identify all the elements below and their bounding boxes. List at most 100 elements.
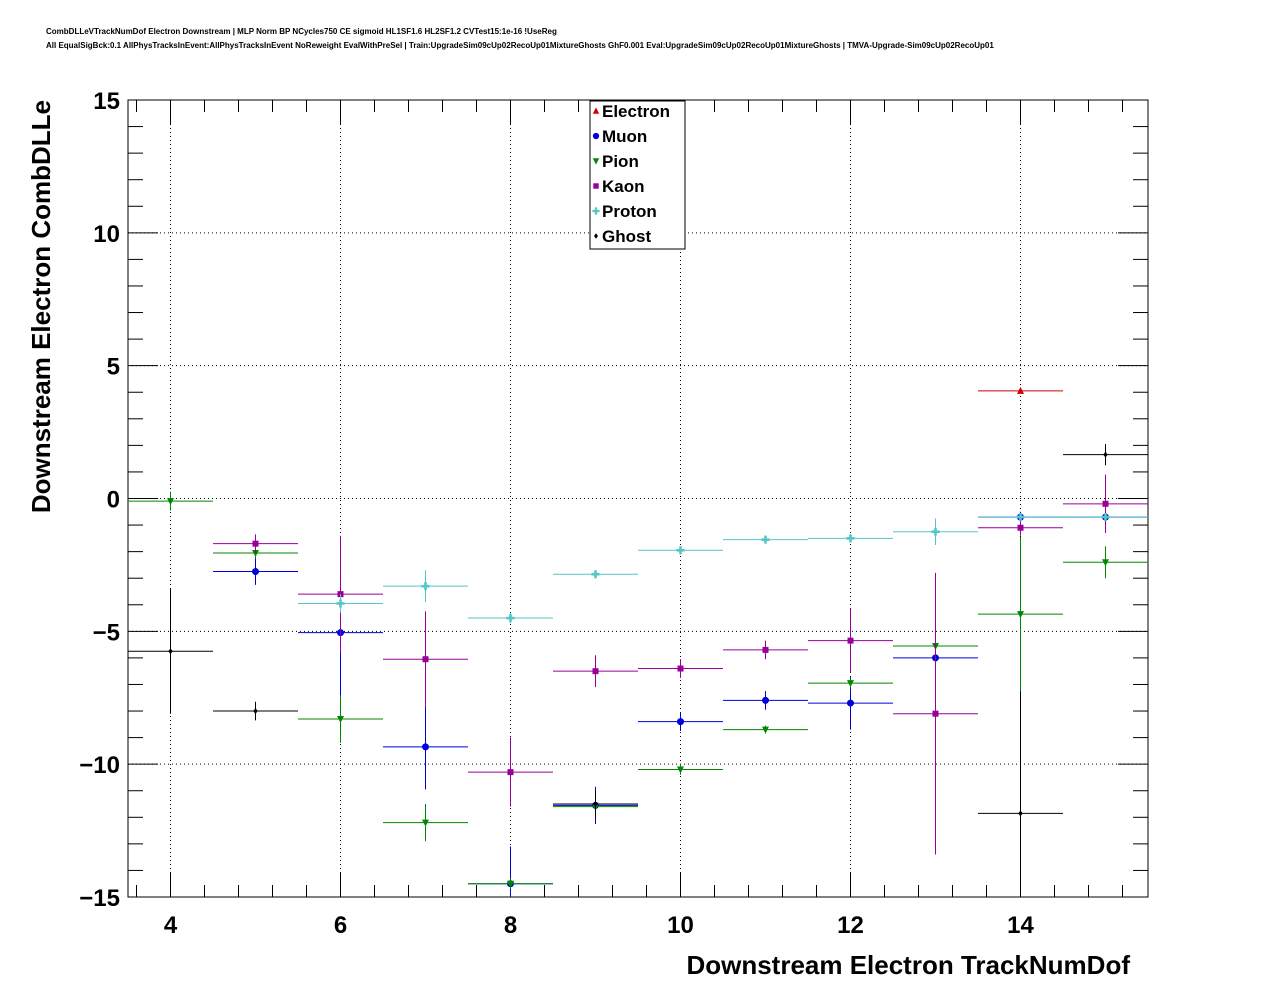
- legend-entry-muon: Muon: [592, 127, 647, 146]
- marker: [677, 766, 684, 774]
- legend-label: Proton: [602, 202, 657, 221]
- data-point: [213, 701, 298, 721]
- marker: [336, 599, 345, 608]
- data-point: [978, 513, 1063, 522]
- marker: [167, 498, 174, 506]
- data-point: [383, 804, 468, 842]
- marker: [931, 527, 940, 536]
- marker: [252, 540, 259, 547]
- data-point: [723, 691, 808, 710]
- data-point: [1063, 513, 1148, 522]
- x-tick-label: 4: [164, 912, 178, 939]
- data-point: [1063, 444, 1148, 466]
- marker: [847, 699, 854, 707]
- marker: [506, 614, 515, 623]
- legend-label: Pion: [602, 152, 639, 171]
- marker: [1103, 451, 1108, 458]
- chart-subtitle: All EqualSigBck:0.1 AllPhysTracksInEvent…: [46, 41, 994, 50]
- chart-title: CombDLLeVTrackNumDof Electron Downstream…: [46, 27, 557, 36]
- data-point: [978, 537, 1063, 692]
- x-tick-label: 14: [1007, 912, 1034, 939]
- y-tick-label: 0: [107, 487, 120, 514]
- data-point: [128, 588, 213, 714]
- legend: Electron Muon Pion Kaon Proton Ghost: [589, 100, 686, 250]
- marker: [422, 819, 429, 827]
- data-point: [213, 558, 298, 585]
- data-point: [638, 546, 723, 555]
- marker: [846, 534, 855, 543]
- data-point: [808, 534, 893, 543]
- y-axis-label: Downstream Electron CombDLLe: [26, 100, 56, 513]
- marker: [1018, 810, 1023, 817]
- data-point: [553, 790, 638, 818]
- data-point: [978, 691, 1063, 897]
- legend-marker: [592, 207, 600, 215]
- marker: [762, 726, 769, 734]
- marker: [507, 769, 514, 776]
- marker: [847, 680, 854, 688]
- marker: [762, 696, 769, 704]
- data-point: [383, 611, 468, 708]
- data-point: [893, 518, 978, 545]
- axis-ticks: [128, 99, 1148, 898]
- data-point: [468, 737, 553, 807]
- y-tick-label: −10: [79, 752, 120, 779]
- data-point: [1063, 474, 1148, 534]
- data-point: [808, 608, 893, 673]
- data-point: [468, 612, 553, 624]
- legend-marker: [593, 183, 599, 189]
- legend-entry-electron: Electron: [592, 102, 670, 121]
- data-point: [213, 534, 298, 553]
- data-point: [723, 640, 808, 660]
- legend-marker: [592, 107, 600, 114]
- legend-marker: [592, 132, 600, 140]
- data-point: [723, 725, 808, 734]
- x-tick-label: 10: [667, 912, 694, 939]
- marker: [168, 648, 173, 655]
- data-point: [383, 704, 468, 790]
- legend-entries: Electron Muon Pion Kaon Proton Ghost: [592, 102, 670, 246]
- marker: [1017, 611, 1024, 619]
- legend-entry-proton: Proton: [592, 202, 657, 221]
- y-tick-label: 15: [93, 88, 120, 115]
- marker: [422, 743, 429, 751]
- y-tick-label: 5: [107, 354, 120, 381]
- marker: [1102, 559, 1109, 567]
- series-proton: [298, 513, 1148, 624]
- data-point: [638, 659, 723, 678]
- legend-entry-kaon: Kaon: [593, 177, 645, 196]
- y-tick-label: −5: [93, 619, 120, 646]
- data-point: [638, 712, 723, 731]
- marker: [761, 535, 770, 544]
- marker: [593, 801, 598, 808]
- marker: [932, 710, 939, 717]
- data-point: [808, 677, 893, 689]
- marker: [422, 656, 429, 663]
- legend-marker: [594, 233, 598, 239]
- data-point: [468, 878, 553, 890]
- legend-entry-pion: Pion: [592, 152, 639, 171]
- marker: [252, 549, 259, 557]
- data-point: [978, 386, 1063, 394]
- data-point: [553, 655, 638, 688]
- marker: [677, 665, 684, 672]
- marker: [1101, 513, 1110, 522]
- series-pion: [128, 491, 1148, 890]
- marker: [677, 718, 684, 726]
- tick-labels: 4 6 8 10 12 14 −15 −10 −5 0 5 10 15: [79, 88, 1034, 939]
- data-point: [808, 676, 893, 730]
- legend-entry-ghost: Ghost: [594, 227, 651, 246]
- marker: [676, 546, 685, 555]
- data-point: [1063, 546, 1148, 579]
- legend-label: Ghost: [602, 227, 651, 246]
- marker: [507, 880, 514, 888]
- legend-marker: [592, 158, 600, 165]
- data-point: [128, 491, 213, 511]
- x-axis-label: Downstream Electron TrackNumDof: [686, 950, 1130, 980]
- data-point: [893, 572, 978, 855]
- data-point: [298, 594, 383, 613]
- marker: [253, 708, 258, 715]
- y-tick-label: 10: [93, 221, 120, 248]
- x-tick-label: 6: [334, 912, 347, 939]
